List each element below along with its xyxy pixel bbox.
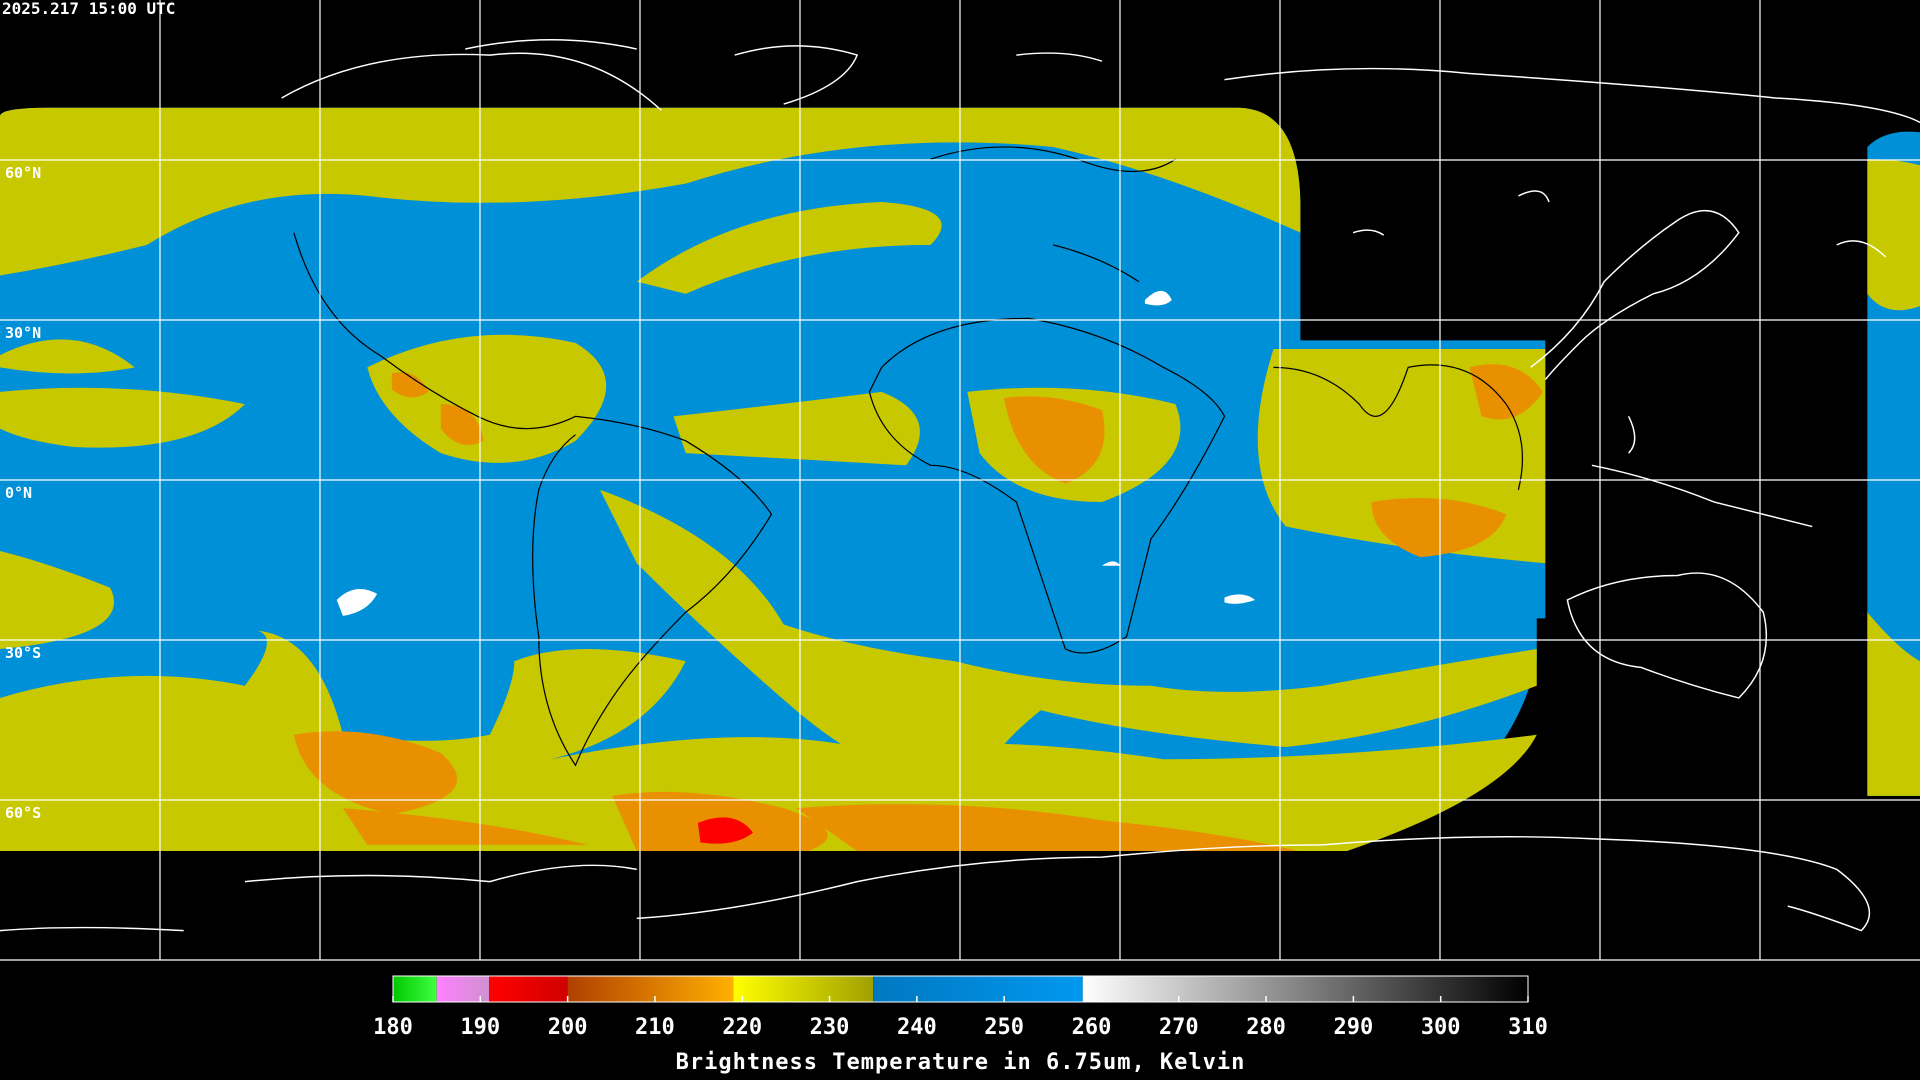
colorbar-tick-label: 270 — [1159, 1015, 1199, 1040]
colorbar-tick-label: 220 — [722, 1015, 762, 1040]
colorbar-title: Brightness Temperature in 6.75um, Kelvin — [676, 1050, 1246, 1075]
imagery — [0, 39, 1920, 932]
colorbar-tick-label: 200 — [548, 1015, 588, 1040]
timestamp: 2025.217 15:00 UTC — [2, 0, 175, 18]
latitude-label: 60°S — [5, 804, 41, 822]
warm-spots — [336, 290, 1256, 616]
colorbar-segment — [489, 976, 568, 1002]
colorbar-segment — [436, 976, 490, 1002]
colorbar-tick-label: 260 — [1072, 1015, 1112, 1040]
colorbar-tick-label: 210 — [635, 1015, 675, 1040]
graticule: 60°N 30°N 0°N 30°S 60°S — [0, 0, 1920, 961]
colorbar-tick-label: 250 — [984, 1015, 1024, 1040]
colorbar-tick-label: 190 — [460, 1015, 500, 1040]
latitude-label: 60°N — [5, 164, 41, 182]
colorbar-segment — [1082, 976, 1528, 1002]
coastlines-outside — [0, 39, 1920, 932]
colorbar-tick-label: 230 — [810, 1015, 850, 1040]
latitude-label: 30°N — [5, 324, 41, 342]
coastlines-inside — [293, 146, 1524, 767]
colorbar-tick-label: 300 — [1421, 1015, 1461, 1040]
colorbar-tick-label: 280 — [1246, 1015, 1286, 1040]
colorbar-segment — [393, 976, 437, 1002]
colorbar-tick-label: 310 — [1508, 1015, 1548, 1040]
colorbar-frame — [392, 975, 1529, 1003]
coldest-tops — [697, 817, 754, 844]
colorbar-tick-label: 180 — [373, 1015, 413, 1040]
colorbar-tick-label: 240 — [897, 1015, 937, 1040]
latitude-label: 0°N — [5, 484, 32, 502]
cold-cloud-tops — [293, 364, 1543, 852]
colorbar-segment — [567, 976, 734, 1002]
latitude-label: 30°S — [5, 644, 41, 662]
colorbar-segment — [733, 976, 874, 1002]
colorbar-tick-label: 290 — [1334, 1015, 1374, 1040]
colorbar-segment — [873, 976, 1083, 1002]
